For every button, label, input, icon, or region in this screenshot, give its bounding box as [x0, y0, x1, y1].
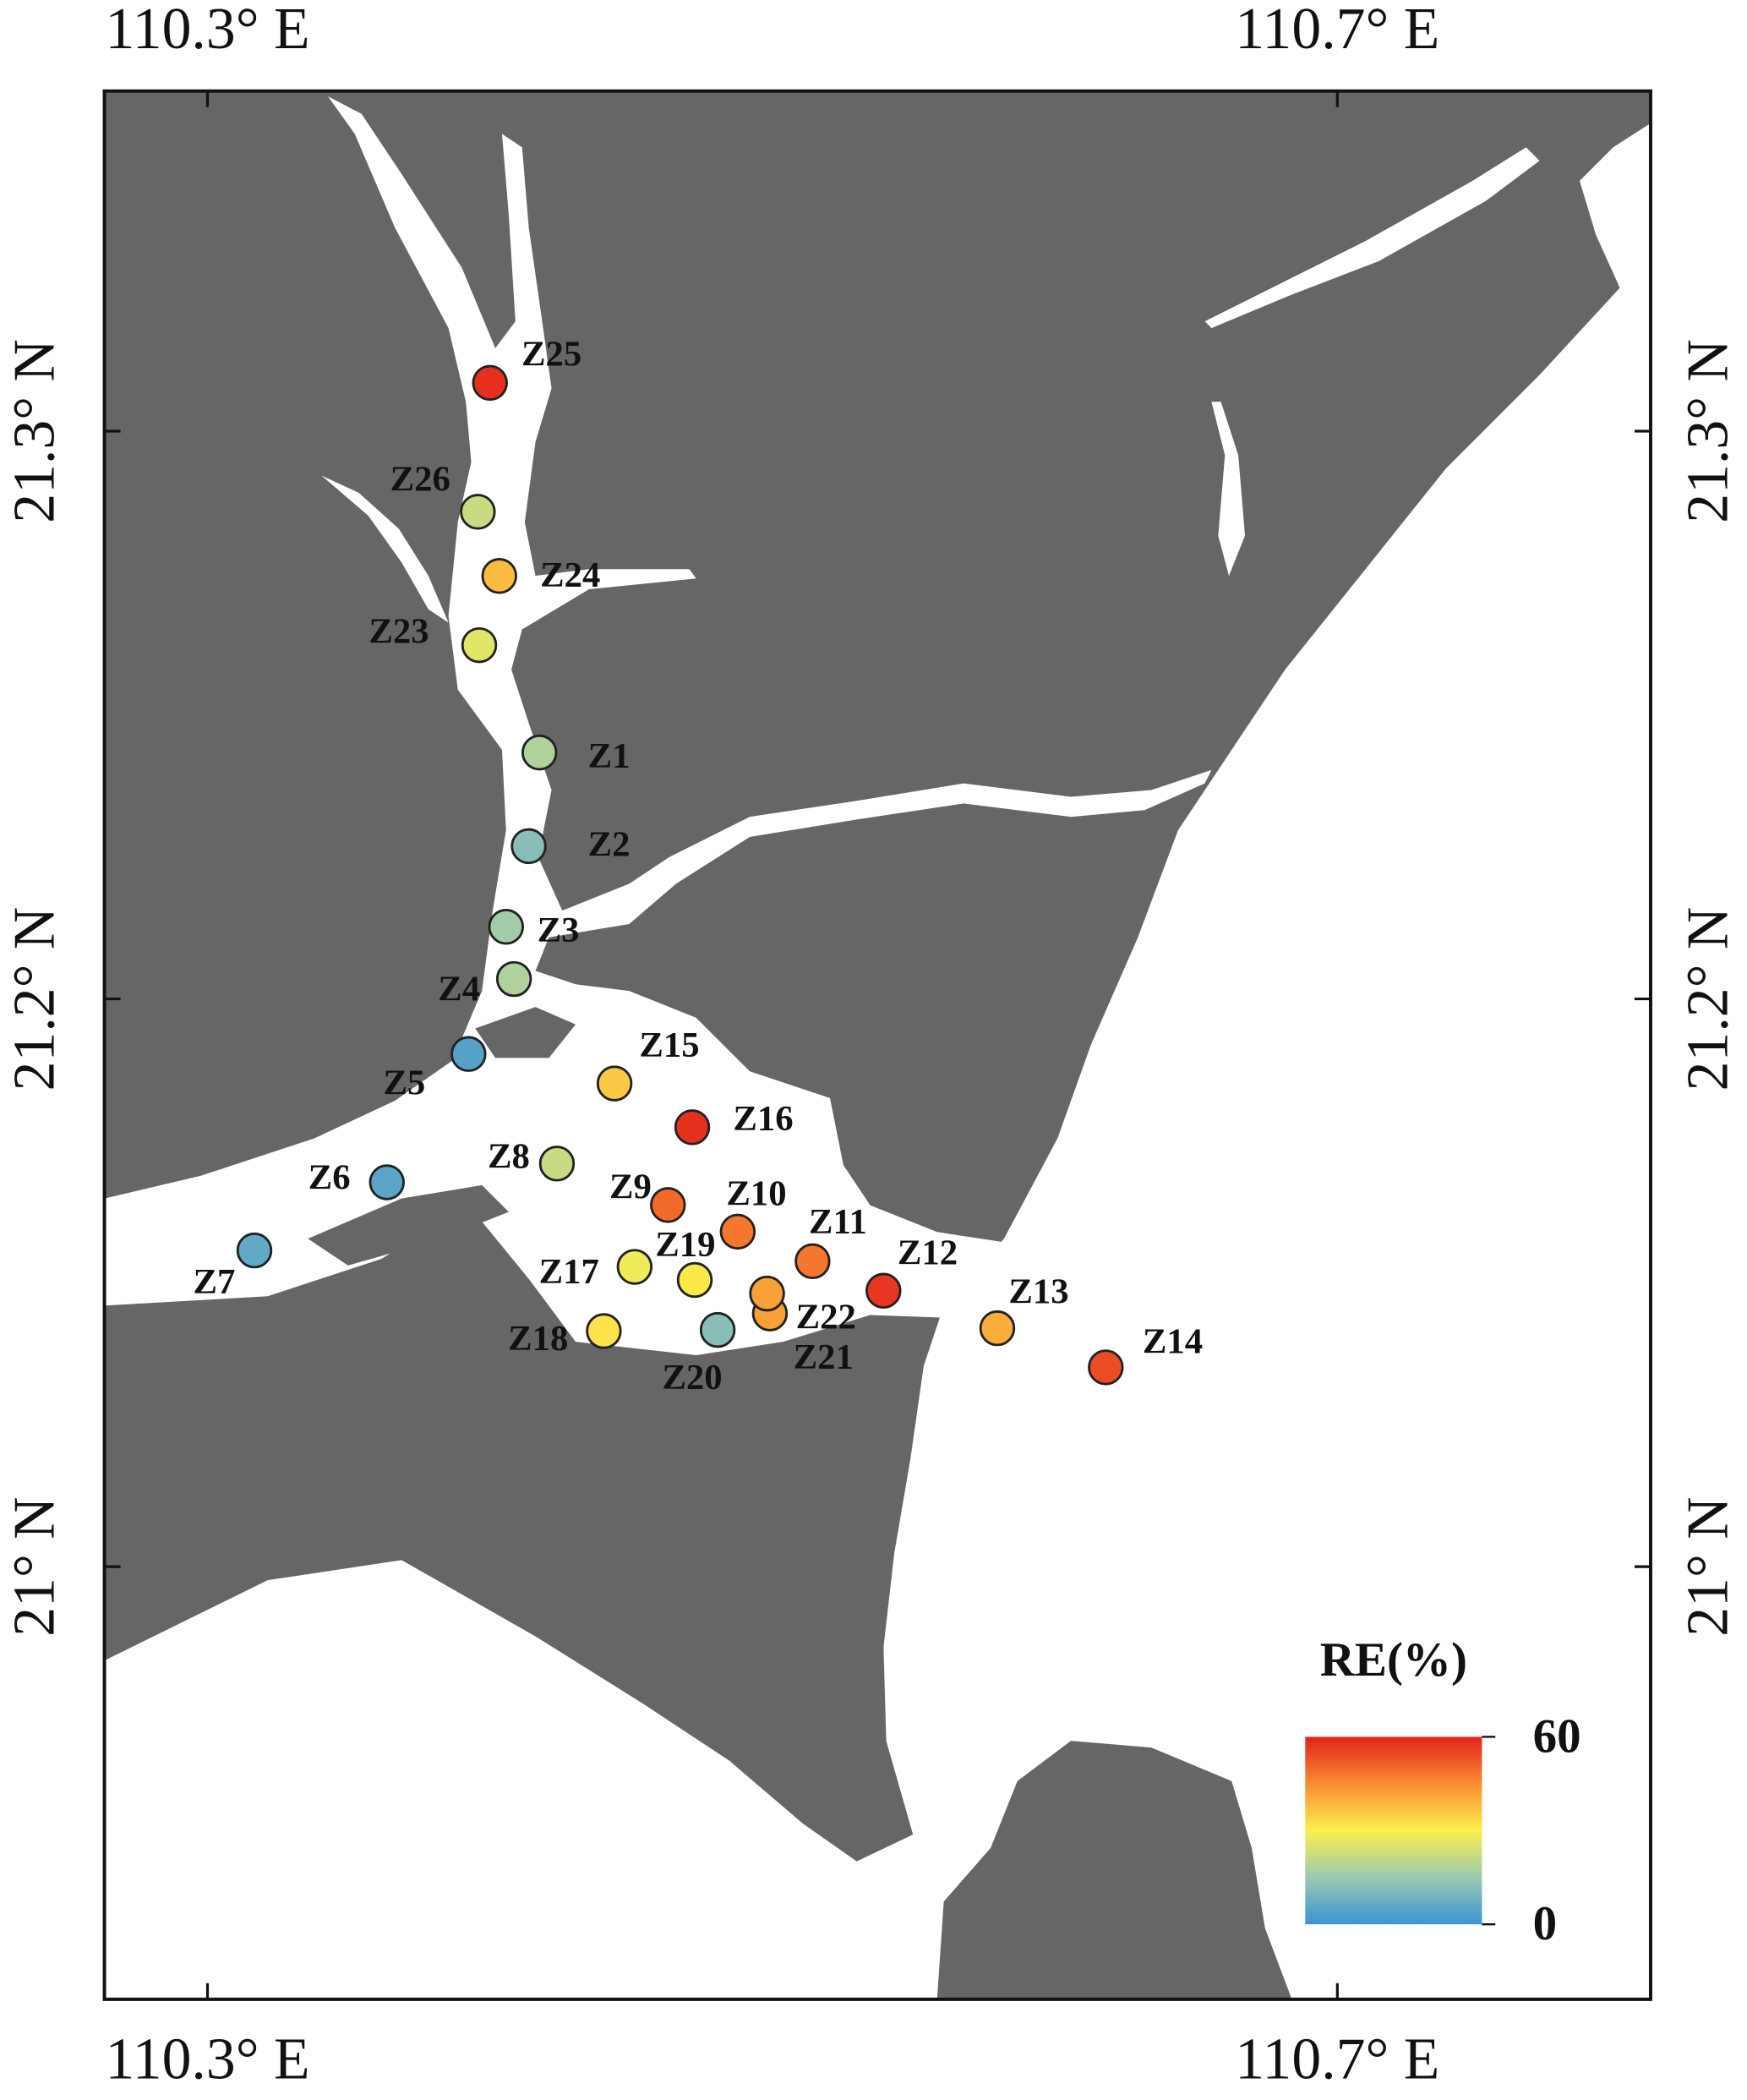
- station: [674, 1109, 711, 1146]
- station-label: Z14: [1143, 1321, 1203, 1361]
- y-tick-label: 21.3° N: [1675, 339, 1740, 523]
- station: [1088, 1349, 1124, 1386]
- south-island: [936, 1741, 1292, 1999]
- station-label: Z2: [588, 824, 631, 864]
- station-label: Z11: [809, 1202, 867, 1242]
- station-label: Z23: [369, 611, 429, 651]
- ne-river: [1586, 187, 1641, 268]
- station-label: Z13: [1008, 1271, 1068, 1311]
- station-label: Z17: [539, 1252, 599, 1292]
- station-label: Z22: [796, 1298, 856, 1337]
- x-tick-label: 110.7° E: [1235, 2026, 1439, 2092]
- station: [865, 1272, 902, 1309]
- colorbar: [1305, 1736, 1482, 1925]
- estuary: [104, 96, 1212, 1355]
- station: [676, 1261, 713, 1299]
- station: [472, 364, 508, 402]
- station-label: Z4: [438, 970, 480, 1009]
- estuary-island: [308, 1184, 509, 1266]
- station: [460, 494, 496, 530]
- station-label: Z16: [733, 1099, 793, 1139]
- station: [369, 1164, 405, 1200]
- station: [488, 909, 525, 945]
- station: [521, 734, 558, 771]
- station: [236, 1232, 273, 1269]
- station-label: Z6: [308, 1158, 351, 1198]
- x-tick-label: 110.3° E: [105, 0, 309, 62]
- lagoon: [1211, 402, 1246, 577]
- station-label: Z5: [383, 1064, 425, 1103]
- y-tick-label: 21.3° N: [3, 339, 68, 523]
- x-tick-label: 110.7° E: [1235, 0, 1439, 62]
- station-label: Z20: [662, 1358, 722, 1397]
- station-label: Z1: [588, 736, 631, 776]
- station-label: Z7: [194, 1262, 236, 1302]
- station: [538, 1146, 576, 1182]
- station-label: Z26: [390, 459, 450, 499]
- basemap: [104, 90, 1651, 1999]
- y-tick-label: 21.2° N: [3, 907, 68, 1091]
- station-label: Z25: [521, 335, 581, 375]
- sea: [104, 123, 1651, 1999]
- station: [699, 1311, 736, 1348]
- station-label: Z12: [898, 1233, 958, 1272]
- frame: [102, 89, 1652, 2001]
- colorbar-tick-label: 0: [1533, 1897, 1558, 1950]
- station-label: Z21: [794, 1337, 854, 1377]
- station-label: Z18: [508, 1319, 568, 1359]
- station-label: Z9: [609, 1168, 652, 1207]
- station: [650, 1187, 686, 1223]
- station: [616, 1249, 653, 1285]
- station-label: Z10: [726, 1174, 786, 1214]
- station: [979, 1310, 1016, 1347]
- ne-channel: [1204, 147, 1540, 329]
- station-label: Z3: [538, 911, 580, 950]
- x-tick-label: 110.3° E: [105, 2026, 309, 2092]
- station: [719, 1213, 756, 1250]
- west-creek: [321, 475, 449, 623]
- station-label: Z8: [488, 1136, 530, 1176]
- station-label: Z19: [655, 1225, 715, 1265]
- station-label: Z24: [540, 555, 600, 595]
- station: [495, 960, 532, 998]
- y-tick-label: 21° N: [1675, 1496, 1740, 1636]
- colorbar-tick-label: 60: [1533, 1709, 1581, 1763]
- station: [596, 1065, 633, 1102]
- colorbar-title: RE(%): [1320, 1633, 1467, 1687]
- station: [749, 1275, 785, 1312]
- station-label: Z15: [639, 1025, 699, 1065]
- y-tick-label: 21° N: [3, 1496, 68, 1636]
- station: [510, 828, 547, 865]
- station: [794, 1243, 831, 1280]
- station: [461, 626, 498, 664]
- station: [450, 1036, 487, 1072]
- station: [586, 1313, 622, 1349]
- y-tick-label: 21.2° N: [1675, 907, 1740, 1091]
- estuary-island: [475, 1007, 576, 1058]
- station: [481, 558, 517, 594]
